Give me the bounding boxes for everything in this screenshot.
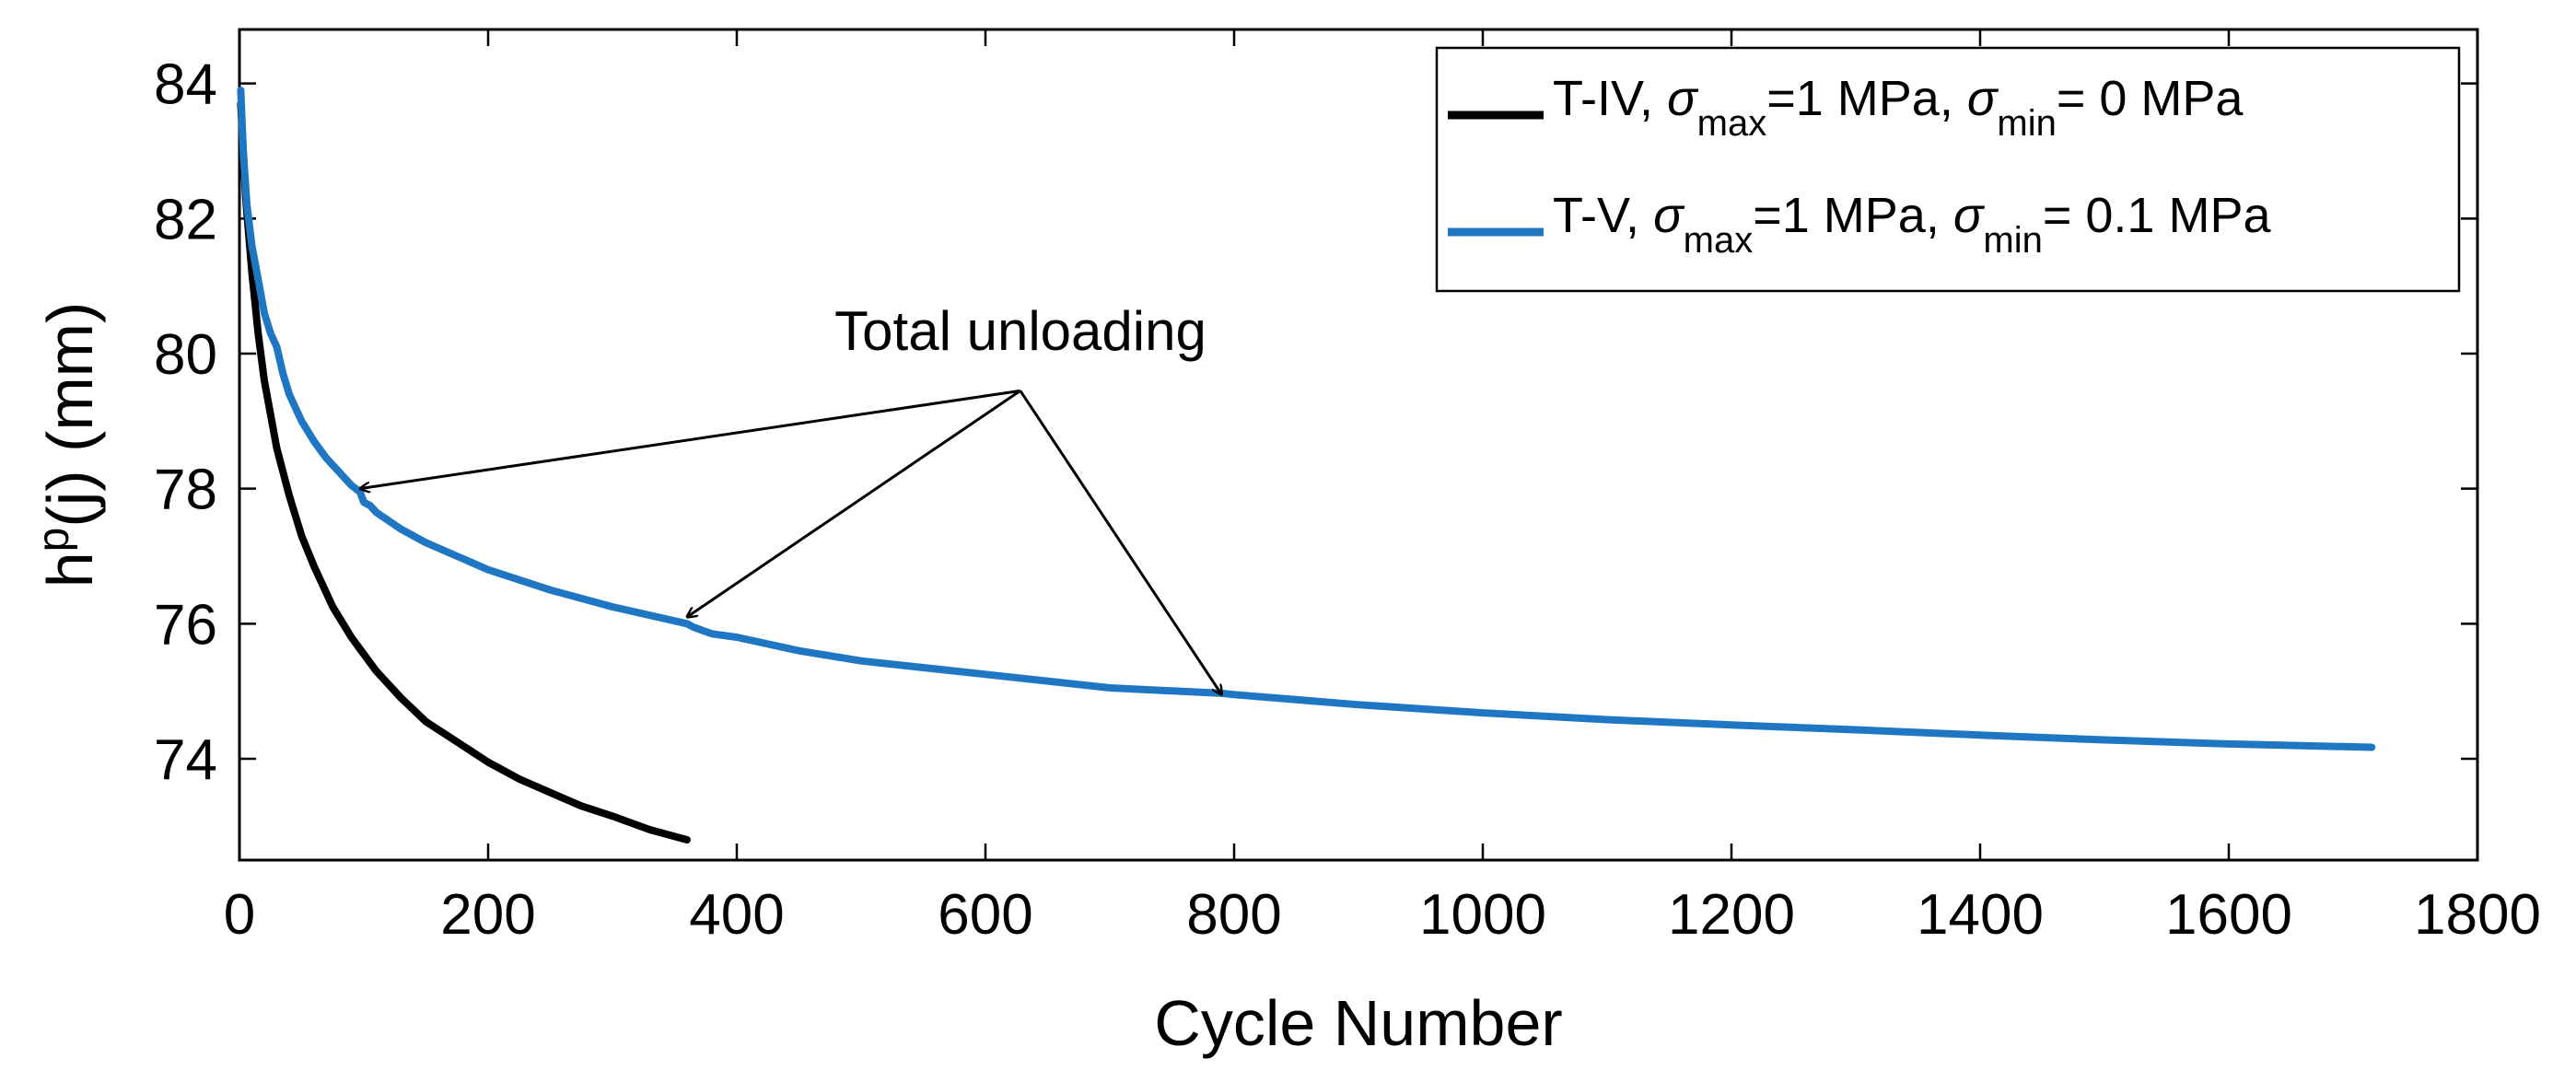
x-tick-label: 1200 bbox=[1668, 883, 1795, 947]
x-axis-label: Cycle Number bbox=[1154, 987, 1562, 1059]
legend-label-series-1-sub-max: max bbox=[1684, 220, 1754, 261]
x-tick-label: 800 bbox=[1186, 883, 1281, 947]
y-axis-label-sup: p bbox=[29, 528, 78, 553]
legend-label-series-0-sigma-min: σ bbox=[1967, 71, 1999, 126]
x-tick-label: 200 bbox=[440, 883, 535, 947]
y-tick-label: 76 bbox=[154, 593, 217, 657]
x-tick-label: 1400 bbox=[1917, 883, 2044, 947]
legend: T-IV, σmax=1 MPa, σmin= 0 MPa T-V, σmax=… bbox=[1435, 46, 2461, 293]
legend-label-series-0-sigma-max: σ bbox=[1667, 71, 1699, 126]
y-tick-label: 74 bbox=[154, 728, 217, 792]
x-tick-label: 0 bbox=[224, 883, 255, 947]
legend-label-series-1-sigma-max: σ bbox=[1653, 188, 1685, 243]
y-tick-label: 82 bbox=[154, 188, 217, 251]
legend-label-series-1-prefix: T-V, bbox=[1553, 188, 1653, 243]
x-tick-label: 1800 bbox=[2414, 883, 2541, 947]
legend-label-series-0-prefix: T-IV, bbox=[1553, 71, 1667, 126]
y-tick-label: 78 bbox=[154, 459, 217, 522]
annotation: Total unloading bbox=[360, 300, 1222, 694]
legend-label-series-0: T-IV, σmax=1 MPa, σmin= 0 MPa bbox=[1553, 71, 2244, 144]
x-tick-label: 600 bbox=[938, 883, 1032, 947]
x-tick-label: 1000 bbox=[1419, 883, 1546, 947]
legend-label-series-1-suffix: = 0.1 MPa bbox=[2043, 188, 2272, 243]
legend-label-series-0-suffix: = 0 MPa bbox=[2057, 71, 2244, 126]
legend-label-series-1: T-V, σmax=1 MPa, σmin= 0.1 MPa bbox=[1553, 188, 2271, 261]
y-axis-label: hp(j) (mm) bbox=[29, 302, 106, 588]
axis-ticks: 0 200 400 600 800 1000 1200 1400 1600 1800 74 76 78 8… bbox=[154, 29, 2541, 947]
legend-label-series-1-sigma-min: σ bbox=[1953, 188, 1986, 243]
annotation-arrow-2 bbox=[1019, 390, 1222, 694]
annotation-arrow-1 bbox=[687, 390, 1021, 617]
legend-label-series-1-mid: =1 MPa, bbox=[1753, 188, 1953, 243]
legend-label-series-0-sub-max: max bbox=[1697, 103, 1767, 144]
legend-label-series-0-mid: =1 MPa, bbox=[1766, 71, 1967, 126]
series-line-1 bbox=[237, 87, 2376, 751]
x-tick-label: 400 bbox=[689, 883, 784, 947]
series-line-0 bbox=[237, 99, 691, 843]
annotation-arrow-0 bbox=[360, 389, 1021, 488]
y-axis-label-base: h bbox=[34, 552, 106, 588]
legend-box bbox=[1435, 46, 2461, 293]
x-tick-label: 1600 bbox=[2165, 883, 2292, 947]
series-layer bbox=[237, 87, 2376, 843]
y-axis-label-rest: (j) (mm) bbox=[34, 302, 106, 528]
y-tick-label: 80 bbox=[154, 323, 217, 387]
legend-label-series-1-sub-min: min bbox=[1983, 220, 2042, 261]
legend-label-series-0-sub-min: min bbox=[1997, 103, 2056, 144]
annotation-text: Total unloading bbox=[834, 300, 1206, 362]
y-tick-label: 84 bbox=[154, 53, 217, 117]
